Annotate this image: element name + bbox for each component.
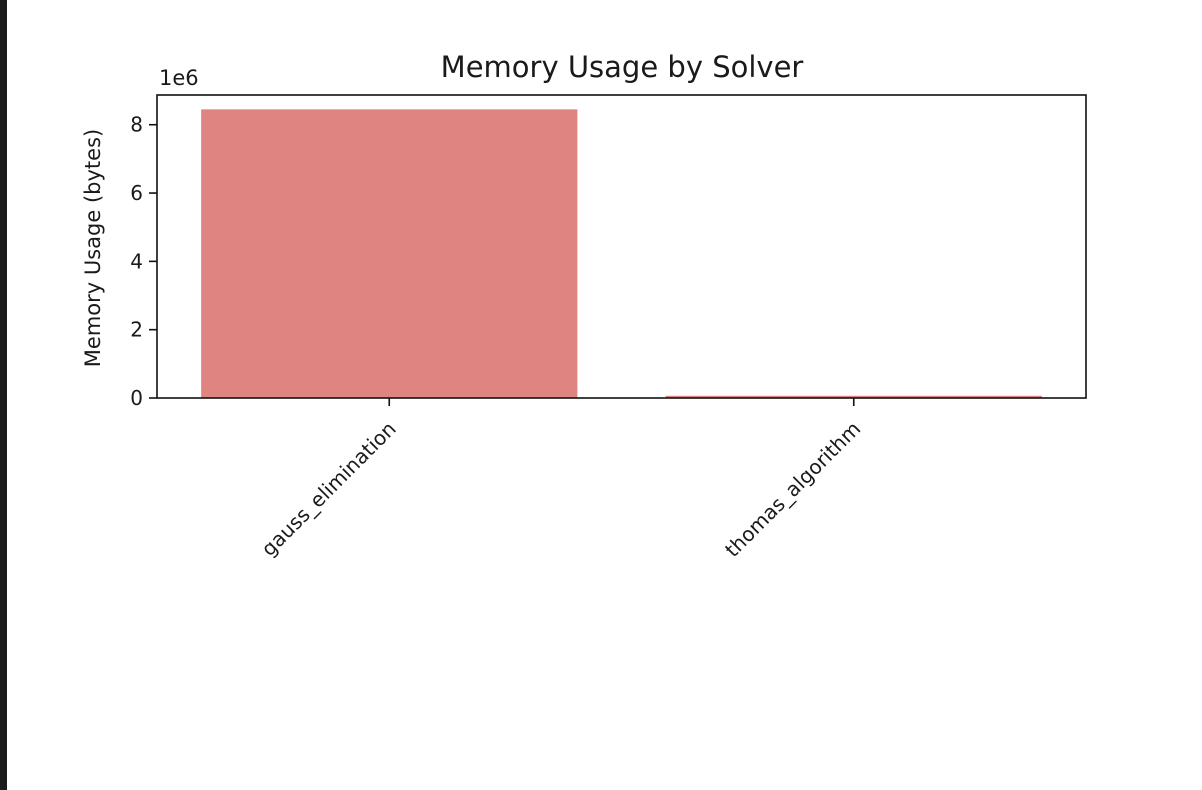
plot-area-border <box>156 94 1087 399</box>
bars-layer <box>201 109 1042 398</box>
y-tick-label: 0 <box>130 386 143 410</box>
x-tick-label: thomas_algorithm <box>720 417 865 562</box>
y-axis-label: Memory Usage (bytes) <box>81 129 105 367</box>
y-tick-label: 8 <box>130 113 143 137</box>
chart-title: Memory Usage by Solver <box>441 50 804 84</box>
window-edge <box>0 0 7 790</box>
bar-gauss_elimination <box>201 109 578 398</box>
y-ticks: 0 2 4 6 8 <box>130 113 157 410</box>
x-ticks: gauss_elimination thomas_algorithm <box>256 398 865 562</box>
y-tick-label: 6 <box>130 181 143 205</box>
y-tick-label: 4 <box>130 249 143 273</box>
y-tick-label: 2 <box>130 318 143 342</box>
y-offset-label: 1e6 <box>159 66 199 90</box>
x-tick-label: gauss_elimination <box>256 417 400 561</box>
bar-thomas_algorithm <box>665 395 1042 398</box>
